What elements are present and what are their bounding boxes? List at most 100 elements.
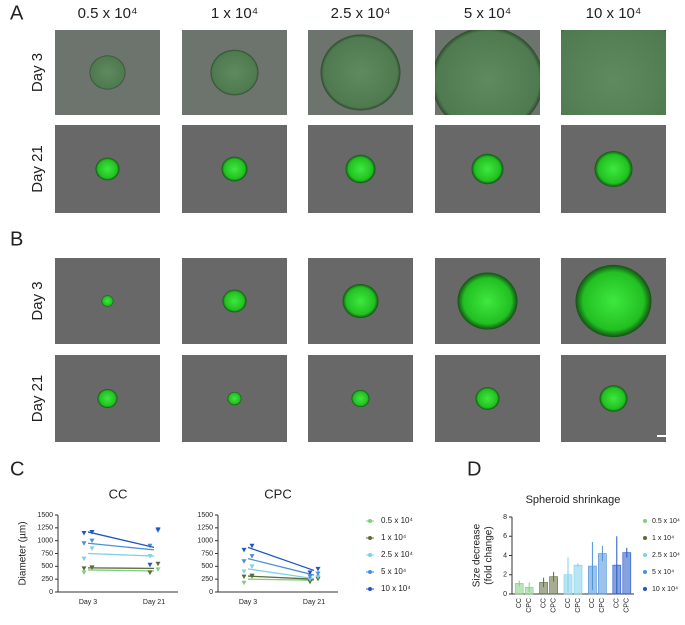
replicate-point	[89, 565, 95, 570]
spheroid	[101, 295, 114, 307]
legend-marker	[643, 570, 647, 574]
legend-marker	[368, 570, 372, 574]
replicate-point	[307, 574, 313, 580]
spheroid	[475, 387, 500, 410]
y-tick-label: 250	[41, 576, 53, 583]
y-tick-label: 500	[41, 563, 53, 570]
column-header: 0.5 x 10⁴	[78, 5, 138, 22]
legend-marker	[643, 553, 647, 557]
legend-label: 0.5 x 10⁴	[652, 518, 680, 525]
y-axis-label: Diameter (µm)	[18, 521, 29, 585]
spheroid	[222, 289, 247, 313]
legend-label: 10 x 10⁴	[381, 584, 411, 593]
y-tick-label: 1250	[197, 525, 213, 532]
replicate-point	[81, 566, 87, 571]
spheroid	[345, 154, 376, 184]
legend-marker	[368, 553, 372, 557]
column-header: 10 x 10⁴	[586, 5, 642, 22]
chart-title: Spheroid shrinkage	[526, 494, 621, 506]
x-tick-label: CPC	[575, 598, 582, 613]
x-tick-label: Day 3	[79, 599, 97, 606]
spheroid	[561, 30, 666, 115]
mean-line	[247, 546, 315, 572]
legend-label: 5 x 10⁴	[652, 569, 674, 576]
row-label: Day 21	[29, 145, 46, 193]
row-label: Day 3	[29, 53, 46, 92]
mean-line	[247, 568, 315, 580]
replicate-point	[155, 527, 161, 532]
replicate-point	[89, 546, 95, 551]
spheroid	[227, 391, 242, 406]
panel-label: D	[467, 458, 481, 480]
replicate-point	[155, 561, 161, 567]
spheroid	[457, 272, 518, 330]
replicate-point	[315, 566, 321, 572]
replicate-point	[155, 567, 161, 572]
y-tick-label: 250	[201, 576, 213, 583]
legend-marker	[368, 519, 372, 523]
panel-label: A	[10, 2, 24, 24]
x-tick-label: Day 21	[303, 599, 325, 606]
y-tick-label: 750	[41, 550, 53, 557]
mean-line	[87, 567, 155, 570]
legend-marker	[368, 536, 372, 540]
replicate-point	[249, 573, 255, 579]
replicate-point	[249, 543, 255, 549]
replicate-point	[315, 574, 321, 580]
replicate-point	[241, 559, 247, 564]
replicate-point	[147, 554, 153, 559]
column-header: 2.5 x 10⁴	[331, 5, 391, 22]
replicate-point	[81, 541, 87, 546]
y-axis-label: Size decrease	[472, 523, 483, 587]
replicate-point	[307, 579, 313, 585]
y-tick-label: 1000	[197, 538, 213, 545]
replicate-point	[315, 571, 321, 577]
row-label: Day 3	[29, 281, 46, 320]
x-tick-label: Day 3	[239, 599, 257, 606]
chart-title: CC	[109, 486, 128, 501]
mean-line	[87, 542, 155, 551]
legend-marker	[643, 519, 647, 523]
legend-label: 1 x 10⁴	[381, 533, 407, 542]
chart-title: CPC	[264, 486, 291, 501]
spheroid	[89, 55, 126, 90]
spheroid	[575, 264, 652, 338]
x-tick-label: CC	[589, 598, 596, 608]
spheroid	[351, 389, 370, 408]
legend-label: 5 x 10⁴	[381, 567, 407, 576]
replicate-point	[249, 554, 255, 559]
spheroid	[97, 389, 118, 408]
spheroid	[594, 150, 633, 188]
y-axis-label: (fold change)	[484, 526, 495, 584]
replicate-point	[307, 577, 313, 582]
y-tick-label: 8	[503, 514, 507, 521]
y-tick-label: 1000	[37, 538, 53, 545]
y-tick-label: 0	[49, 589, 53, 596]
column-header: 1 x 10⁴	[211, 5, 258, 22]
x-tick-label: CPC	[599, 598, 606, 613]
bar	[573, 564, 583, 595]
replicate-point	[147, 570, 153, 575]
y-tick-label: 500	[201, 563, 213, 570]
y-tick-label: 6	[503, 533, 507, 540]
replicate-point	[241, 569, 247, 574]
spheroid	[471, 153, 504, 185]
replicate-point	[81, 570, 87, 575]
mean-line	[247, 575, 315, 580]
replicate-point	[81, 556, 87, 562]
legend-label: 2.5 x 10⁴	[652, 552, 680, 559]
replicate-point	[249, 564, 255, 569]
panel-label: C	[10, 458, 24, 480]
y-tick-label: 1250	[37, 525, 53, 532]
column-header: 5 x 10⁴	[464, 5, 511, 22]
panel-label: B	[10, 228, 23, 250]
y-tick-label: 0	[503, 591, 507, 598]
y-tick-label: 0	[209, 589, 213, 596]
mean-line	[247, 558, 315, 576]
spheroid	[221, 156, 248, 182]
x-tick-label: CC	[516, 598, 523, 608]
replicate-point	[241, 547, 247, 553]
spheroid	[342, 283, 379, 319]
spheroid	[95, 157, 120, 181]
replicate-point	[89, 529, 95, 535]
